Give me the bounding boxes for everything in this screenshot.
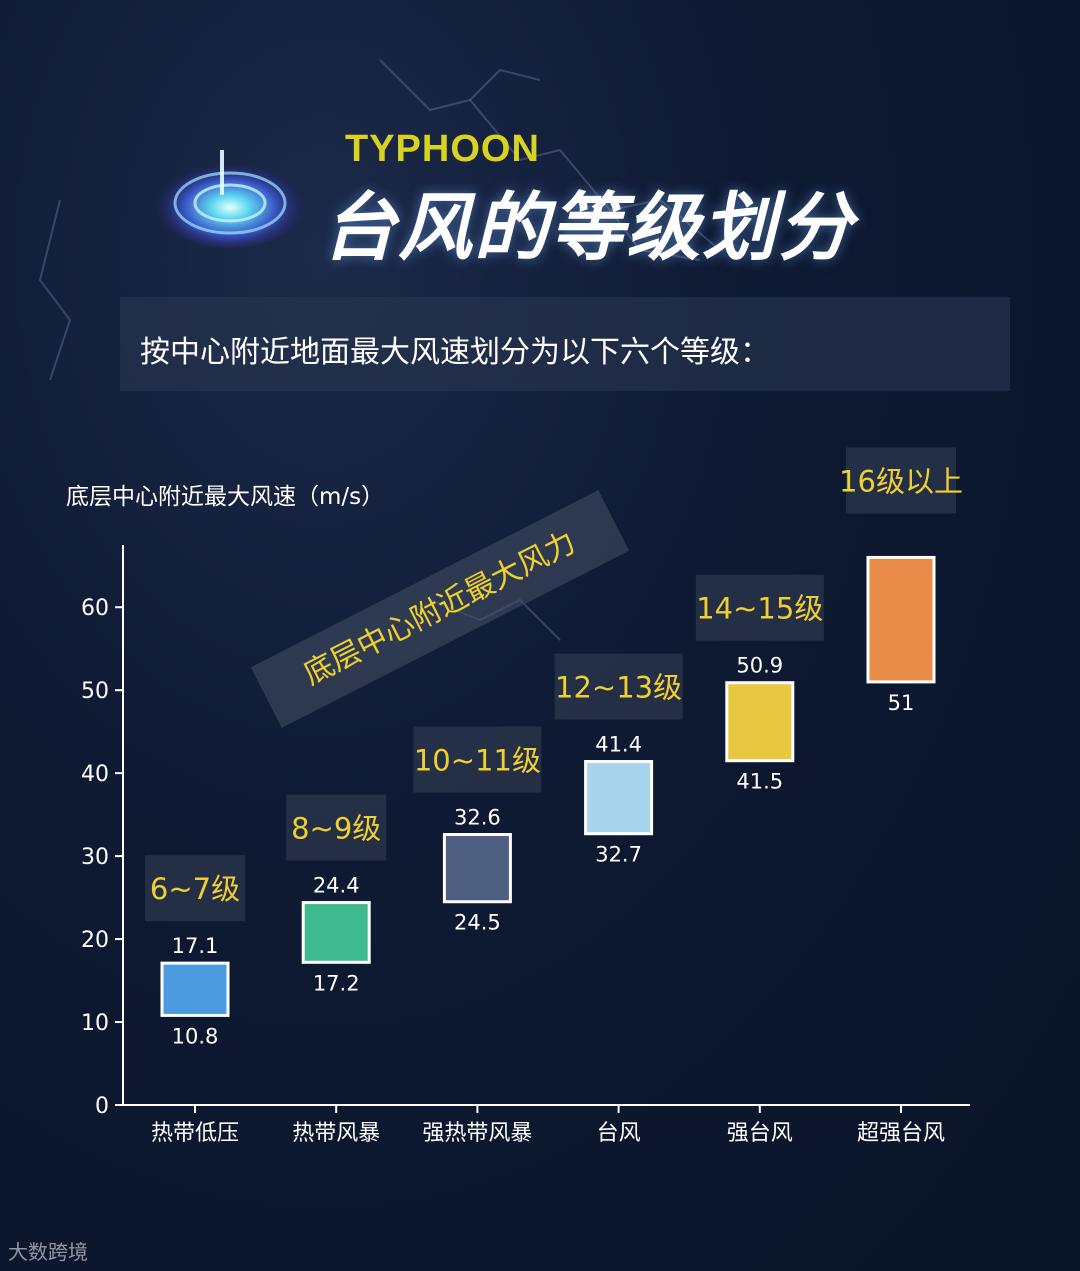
y-tick-label: 10: [81, 1011, 109, 1036]
grade-label: 14~15级: [696, 592, 823, 626]
grade-tag: [695, 574, 824, 641]
y-tick-label: 0: [95, 1094, 109, 1119]
x-tick-label: 超强台风: [857, 1121, 945, 1146]
range-bar: [584, 760, 654, 836]
x-tick-label: 台风: [597, 1121, 641, 1146]
range-bar: [160, 961, 230, 1017]
x-tick-label: 强台风: [727, 1121, 793, 1146]
y-tick-label: 40: [81, 762, 109, 787]
y-tick-label: 30: [81, 845, 109, 870]
low-value-label: 41.5: [736, 770, 783, 794]
grade-tag: [554, 653, 683, 720]
y-axis-label: 底层中心附近最大风速（m/s）: [66, 484, 385, 510]
y-tick-label: 20: [81, 928, 109, 953]
range-bar: [725, 681, 795, 763]
range-bar: [866, 555, 936, 684]
title-english: TYPHOON: [345, 128, 540, 170]
low-value-label: 17.2: [313, 971, 360, 995]
typhoon-swirl-icon: [155, 150, 305, 248]
high-value-label: 50.9: [736, 654, 783, 678]
grade-label: 6~7级: [150, 872, 240, 906]
grade-tag: [145, 855, 245, 922]
grade-label: 16级以上: [839, 464, 963, 498]
range-bar: [442, 833, 512, 904]
high-value-label: 32.6: [454, 806, 501, 830]
grade-label: 12~13级: [555, 671, 682, 705]
grade-tag: [286, 794, 387, 861]
watermark: 大数跨境: [8, 1240, 88, 1264]
low-value-label: 32.7: [595, 843, 642, 867]
high-value-label: 41.4: [595, 733, 642, 757]
low-value-label: 51: [888, 691, 915, 715]
y-tick-label: 60: [81, 596, 109, 621]
y-tick-label: 50: [81, 679, 109, 704]
grade-label: 8~9级: [291, 812, 381, 846]
range-bar: [301, 901, 371, 964]
low-value-label: 10.8: [172, 1024, 219, 1048]
grade-tag: [846, 447, 956, 514]
low-value-label: 24.5: [454, 911, 501, 935]
subtitle-panel: [120, 297, 1010, 391]
x-tick-label: 强热带风暴: [422, 1121, 532, 1146]
high-value-label: 24.4: [313, 874, 360, 898]
grade-label: 10~11级: [414, 744, 541, 778]
grade-tag: [413, 726, 542, 793]
x-tick-label: 热带风暴: [292, 1121, 380, 1146]
subtitle: 按中心附近地面最大风速划分为以下六个等级：: [140, 335, 770, 370]
page-title: 台风的等级划分: [322, 185, 854, 271]
x-tick-label: 热带低压: [151, 1121, 239, 1146]
high-value-label: 17.1: [172, 934, 219, 958]
